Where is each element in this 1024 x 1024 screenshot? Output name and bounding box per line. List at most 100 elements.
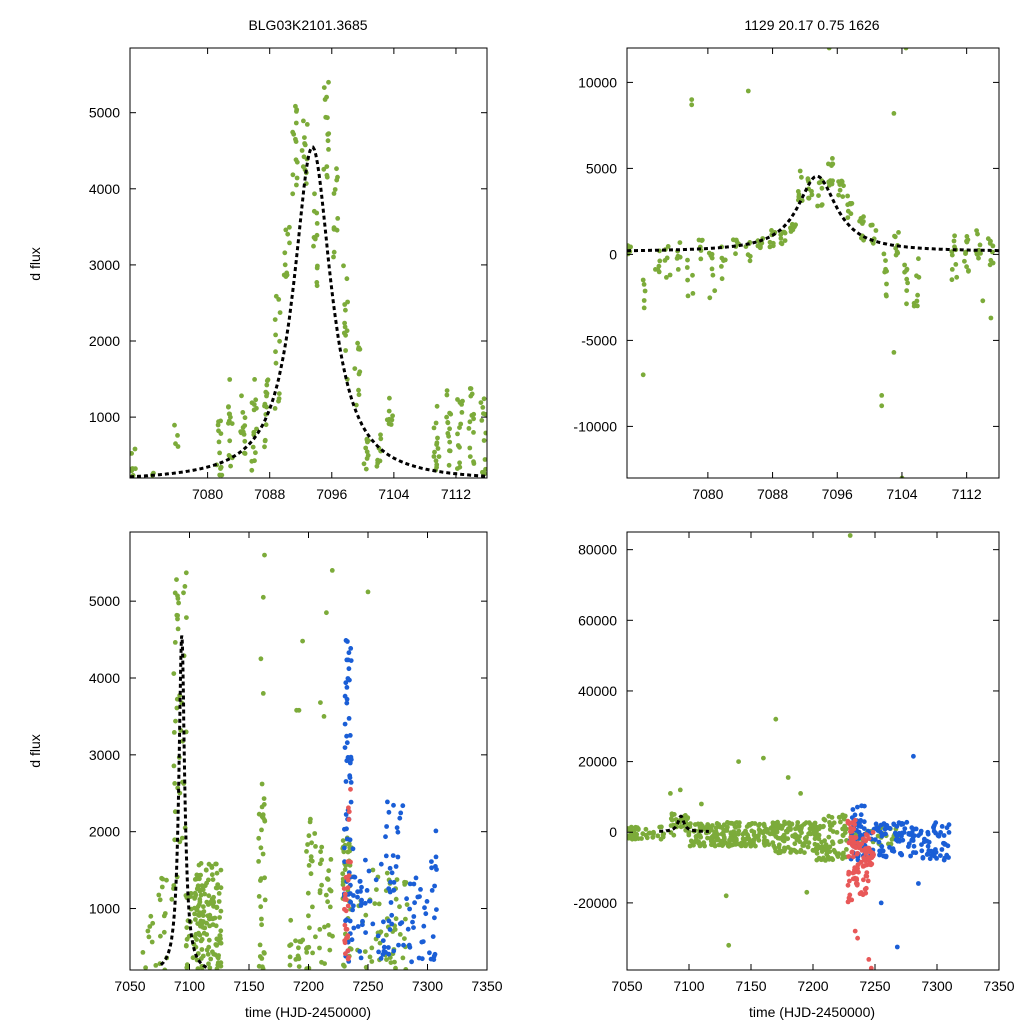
point-green <box>312 236 318 242</box>
point-blue <box>924 838 930 844</box>
point-green <box>685 257 690 263</box>
point-green <box>796 192 802 198</box>
point-green <box>837 815 842 820</box>
point-green <box>249 467 255 473</box>
point-green <box>314 221 320 226</box>
point-blue <box>395 829 401 835</box>
point-green <box>162 967 168 970</box>
data-points <box>130 79 487 478</box>
point-blue <box>946 822 952 828</box>
point-green <box>964 239 970 245</box>
point-green <box>226 404 231 409</box>
point-green <box>356 345 362 350</box>
point-green <box>195 966 201 970</box>
point-green <box>175 593 180 599</box>
point-green <box>355 340 360 346</box>
point-green <box>147 924 153 929</box>
point-green <box>988 238 993 244</box>
point-green <box>201 904 206 910</box>
point-green <box>734 239 740 245</box>
x-tick-label: 7112 <box>441 486 471 502</box>
point-green <box>697 833 703 838</box>
point-green <box>751 829 757 835</box>
point-green <box>362 949 368 954</box>
point-green <box>801 843 807 848</box>
point-green <box>174 696 180 702</box>
point-green <box>309 858 315 864</box>
point-green <box>184 615 189 620</box>
point-green <box>404 902 410 907</box>
point-blue <box>398 810 404 816</box>
point-green <box>431 425 437 431</box>
point-green <box>976 255 981 261</box>
point-blue <box>850 807 856 812</box>
point-green <box>352 366 358 371</box>
x-tick-label: 7104 <box>378 486 409 502</box>
point-green <box>975 231 980 237</box>
point-green <box>331 226 337 232</box>
point-blue <box>430 934 436 939</box>
x-tick-label: 7350 <box>983 978 1014 994</box>
point-red <box>861 855 867 861</box>
point-red <box>868 965 874 970</box>
point-red <box>859 890 864 895</box>
point-blue <box>345 676 351 681</box>
plot-frame <box>129 531 488 971</box>
point-green <box>377 940 383 946</box>
point-green <box>719 276 725 282</box>
point-green <box>826 834 832 840</box>
point-blue <box>400 803 406 809</box>
point-green <box>790 227 796 233</box>
point-green <box>215 937 221 943</box>
point-green <box>305 890 311 896</box>
point-green <box>722 836 727 842</box>
point-blue <box>357 878 363 884</box>
point-green <box>277 310 283 315</box>
point-green <box>329 568 335 573</box>
point-green <box>397 904 402 910</box>
point-blue <box>919 848 925 854</box>
point-green <box>746 841 752 846</box>
point-green <box>283 227 289 233</box>
point-green <box>190 955 196 961</box>
point-green <box>325 138 331 144</box>
y-tick-label: 4000 <box>89 670 120 686</box>
point-green <box>733 251 738 257</box>
point-green <box>677 787 683 793</box>
point-green <box>799 174 804 180</box>
point-blue <box>418 887 423 892</box>
point-green <box>343 348 348 353</box>
point-green <box>712 288 718 294</box>
point-green <box>188 894 194 899</box>
point-green <box>227 438 233 444</box>
point-blue <box>861 819 867 825</box>
point-blue <box>891 821 897 827</box>
point-green <box>253 397 259 403</box>
point-green <box>314 280 320 285</box>
point-blue <box>899 821 905 826</box>
point-green <box>264 382 270 388</box>
point-green <box>844 847 849 852</box>
point-red <box>845 882 851 888</box>
point-green <box>326 147 331 152</box>
point-red <box>850 820 855 826</box>
point-green <box>325 923 331 928</box>
point-blue <box>391 948 397 954</box>
point-green <box>836 192 841 198</box>
point-blue <box>394 825 400 831</box>
point-green <box>746 836 752 841</box>
y-tick-label: 1000 <box>89 901 120 917</box>
point-green <box>313 844 318 849</box>
data-points <box>140 552 439 970</box>
point-green <box>239 393 244 399</box>
point-green <box>692 839 698 844</box>
point-green <box>258 656 264 662</box>
point-green <box>353 402 359 408</box>
point-green <box>433 420 439 426</box>
data-points <box>627 533 952 970</box>
point-green <box>378 436 384 442</box>
point-blue <box>348 754 354 760</box>
point-green <box>259 781 265 787</box>
point-blue <box>350 846 356 852</box>
point-blue <box>343 779 349 784</box>
